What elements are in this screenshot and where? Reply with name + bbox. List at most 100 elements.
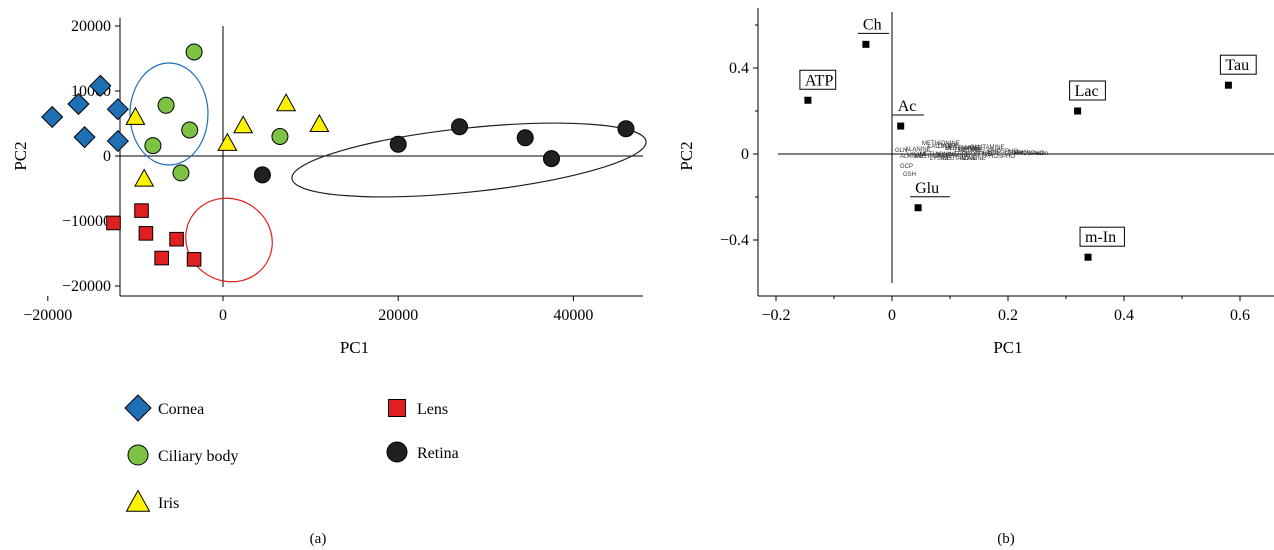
minor-loading-label: creatin	[1005, 150, 1023, 156]
data-point	[169, 231, 184, 247]
data-point	[125, 106, 146, 125]
minor-loading-label: GLUTAMINE	[970, 145, 1005, 151]
loading-label: Ch	[863, 16, 882, 33]
loading-label: Lac	[1075, 83, 1099, 100]
data-point	[157, 96, 175, 114]
minor-loading-label: GLUTAMINE	[942, 156, 977, 162]
retina-group-ellipse	[291, 122, 647, 198]
x-tick-label: 0	[219, 307, 227, 324]
minor-loading-label: LYSINE	[938, 144, 959, 150]
minor-loading-label: GSH	[903, 172, 916, 178]
legend-label: Retina	[417, 445, 459, 462]
data-point	[516, 129, 534, 147]
data-point	[67, 92, 90, 116]
minor-loading-label: ALANINE	[960, 156, 986, 162]
x-tick-label: 20000	[378, 307, 418, 324]
minor-loading-label: GLUTAMINE	[945, 146, 980, 152]
y-tick-label: 20000	[71, 18, 111, 35]
data-point	[134, 203, 149, 218]
legend-label: Iris	[158, 495, 179, 512]
data-point	[181, 121, 199, 139]
data-point	[134, 168, 155, 187]
cornea-group-ellipse	[129, 62, 209, 166]
y-tick-label: −0.4	[720, 232, 749, 249]
minor-loading-label: LACTATE	[928, 144, 954, 150]
panel-caption-b: (b)	[997, 531, 1015, 547]
minor-loading-label: ALANINE	[975, 150, 1001, 156]
x-tick-label: −0.2	[761, 307, 790, 324]
x-tick-label: 40000	[553, 307, 593, 324]
minor-loading-label: PHOSPHO	[988, 149, 1018, 155]
x-tick-label: 0.2	[998, 307, 1018, 324]
minor-loading-label: GCP	[900, 164, 913, 170]
minor-loading-label: creatin	[1012, 150, 1030, 156]
loading-point	[1224, 81, 1232, 89]
minor-loading-label: PHOSPHO	[962, 152, 992, 158]
minor-loading-label: LYSINE	[907, 152, 928, 158]
minor-loading-label: ALANINE	[900, 154, 926, 160]
data-point	[106, 98, 129, 121]
x-tick-label: −20000	[23, 307, 72, 324]
loading-point	[897, 122, 905, 130]
data-point	[217, 132, 238, 151]
loading-point	[804, 96, 812, 104]
x-tick-label: 0.4	[1114, 307, 1134, 324]
loading-label: Ac	[898, 98, 917, 115]
loadings-plot: 0.4 0 −0.4 −0.2 0 0.2 0.4 0.6 PC1 PC2 Ch ATP Ac Glu La…	[677, 8, 1274, 547]
legend-marker	[124, 394, 152, 422]
minor-loading-label: PHOSPHO	[1014, 151, 1044, 157]
loading-label-box	[799, 69, 837, 90]
lens-group-ellipse	[185, 197, 273, 283]
legend-label: Cornea	[158, 401, 204, 418]
data-point	[138, 226, 154, 241]
legend: Cornea Ciliary body Iris Lens Retina	[124, 394, 459, 512]
data-point	[276, 93, 297, 112]
x-axis-label: PC1	[993, 338, 1022, 357]
data-point	[106, 129, 129, 153]
minor-loading-label: METHIONINE	[920, 152, 958, 158]
data-point	[89, 74, 112, 97]
data-point	[185, 43, 203, 61]
loading-label: m-In	[1085, 229, 1116, 246]
loading-label-box	[1219, 54, 1257, 75]
data-point	[309, 113, 330, 133]
y-tick-label: −10000	[62, 213, 111, 230]
y-tick-label: −20000	[62, 278, 111, 295]
minor-loading-label: LYSINE	[930, 156, 951, 162]
data-point	[451, 118, 469, 136]
loading-point	[862, 40, 870, 48]
data-point	[253, 166, 271, 184]
loading-label: ATP	[805, 72, 834, 89]
data-point	[154, 250, 169, 266]
data-point	[73, 126, 96, 149]
y-axis-label: PC2	[11, 141, 30, 170]
data-point	[144, 137, 162, 155]
data-point	[233, 115, 254, 134]
minor-loading-label: METHIONINE	[915, 154, 953, 160]
legend-marker	[125, 489, 151, 512]
y-tick-label: 0	[741, 146, 749, 163]
data-point	[389, 135, 407, 153]
minor-loading-label: METHIONINE	[922, 141, 960, 147]
legend-marker	[127, 444, 149, 466]
data-point	[271, 128, 289, 145]
loading-point	[914, 204, 922, 212]
legend-marker	[388, 399, 406, 417]
y-tick-label: 0	[103, 148, 111, 165]
data-point	[106, 215, 121, 231]
minor-loading-label: ALANINE	[905, 147, 931, 153]
x-axis-label: PC1	[340, 338, 369, 357]
x-tick-label: 0.6	[1230, 307, 1250, 324]
minor-loading-label: LACTATE	[958, 148, 984, 154]
minor-loading-label: GLN	[895, 148, 907, 154]
data-point	[543, 150, 560, 168]
minor-loading-label: METHIONINE	[945, 146, 983, 152]
loading-label: Tau	[1225, 57, 1249, 74]
data-point	[41, 105, 64, 129]
loading-label-box	[1079, 226, 1125, 247]
minor-loading-label: LACTATE	[955, 148, 981, 154]
minor-loading-label: PHOSPHO	[985, 154, 1015, 160]
legend-label: Lens	[417, 401, 448, 418]
loading-point	[1074, 107, 1082, 115]
x-tick-label: 0	[888, 307, 896, 324]
